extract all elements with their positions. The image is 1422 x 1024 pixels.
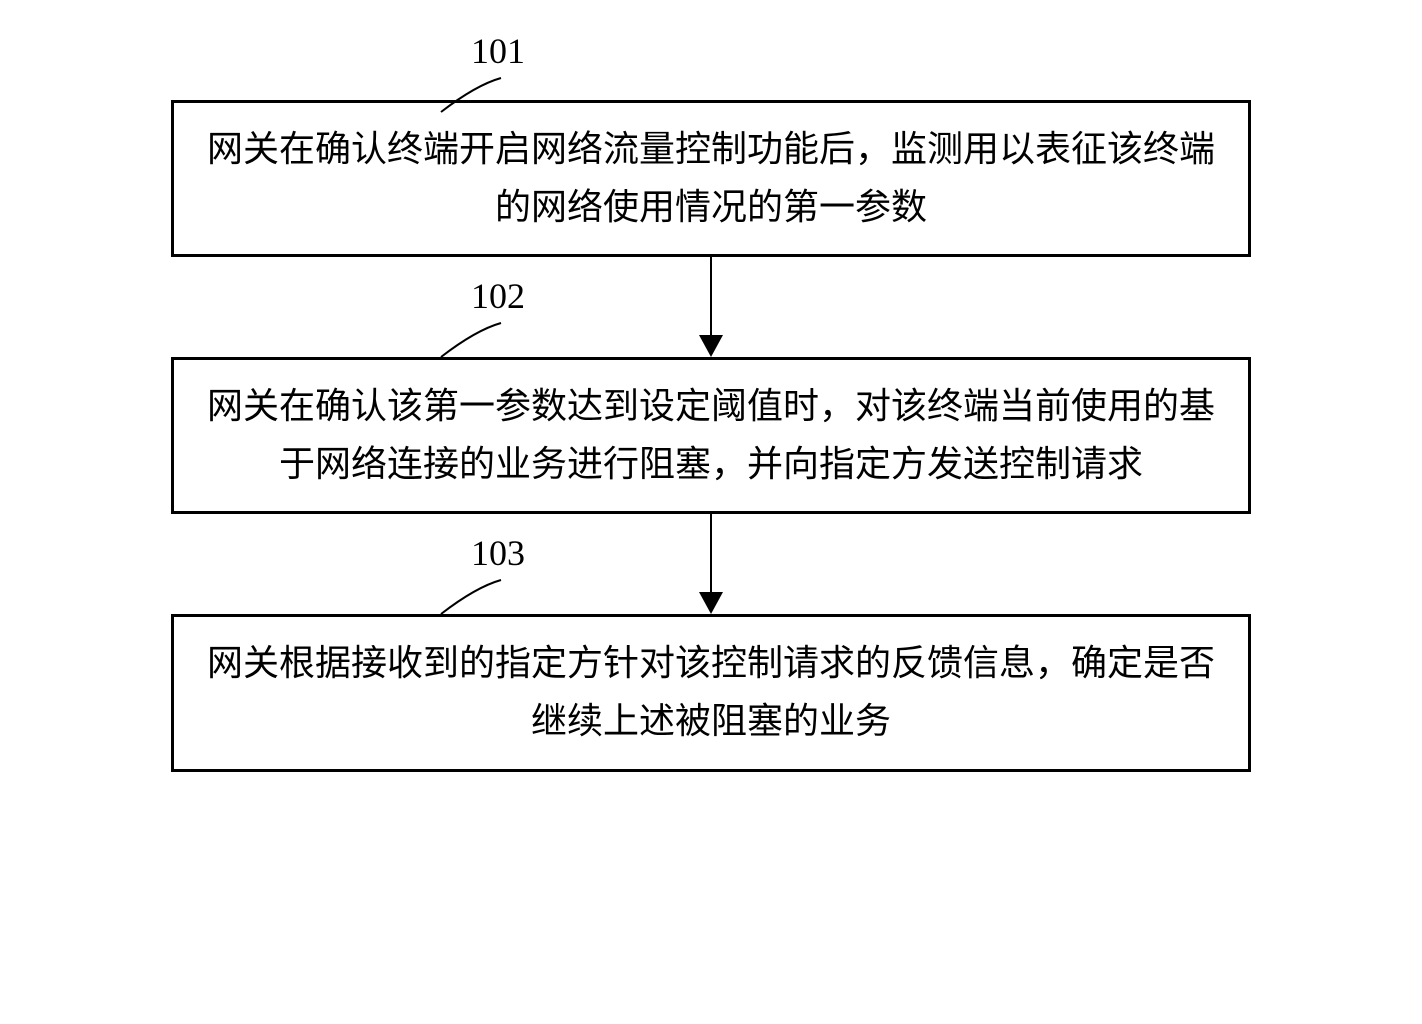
arrow-102-to-103: 103: [161, 514, 1261, 614]
step-text-101: 网关在确认终端开启网络流量控制功能后，监测用以表征该终端的网络使用情况的第一参数: [207, 129, 1215, 227]
arrow-line-2: [710, 514, 712, 592]
step-box-103: 网关根据接收到的指定方针对该控制请求的反馈信息，确定是否继续上述被阻塞的业务: [171, 614, 1251, 771]
step-box-101: 网关在确认终端开启网络流量控制功能后，监测用以表征该终端的网络使用情况的第一参数: [171, 100, 1251, 257]
arrow-101-to-102: 102: [161, 257, 1261, 357]
step-number-102: 102: [471, 275, 525, 317]
step-number-101: 101: [471, 30, 525, 72]
pointer-103: [421, 572, 511, 622]
step-text-102: 网关在确认该第一参数达到设定阈值时，对该终端当前使用的基于网络连接的业务进行阻塞…: [207, 386, 1215, 484]
pointer-101: [421, 70, 511, 120]
arrow-line-1: [710, 257, 712, 335]
arrow-head-2: [699, 592, 723, 614]
step-box-102: 网关在确认该第一参数达到设定阈值时，对该终端当前使用的基于网络连接的业务进行阻塞…: [171, 357, 1251, 514]
step-text-103: 网关根据接收到的指定方针对该控制请求的反馈信息，确定是否继续上述被阻塞的业务: [207, 643, 1215, 741]
step-number-103: 103: [471, 532, 525, 574]
step-label-101-group: 101: [161, 30, 1261, 100]
flowchart-container: 101 网关在确认终端开启网络流量控制功能后，监测用以表征该终端的网络使用情况的…: [161, 30, 1261, 772]
pointer-102: [421, 315, 511, 365]
arrow-head-1: [699, 335, 723, 357]
